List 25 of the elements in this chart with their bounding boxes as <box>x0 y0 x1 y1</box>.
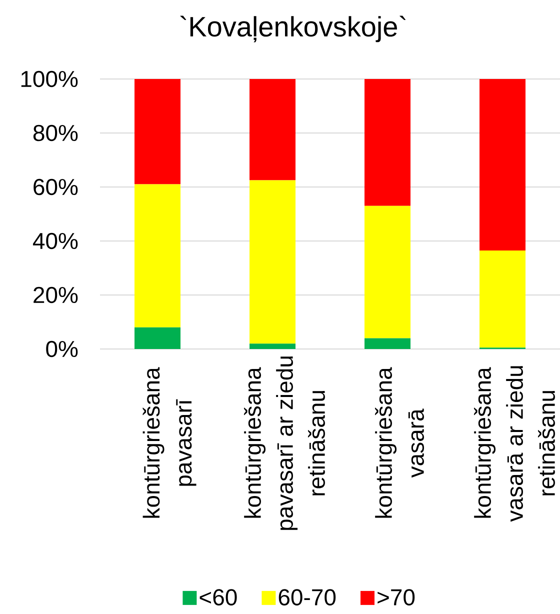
bar <box>364 338 411 349</box>
y-tick-label: 80% <box>33 124 78 142</box>
bar <box>134 184 180 328</box>
legend-label: <60 <box>200 589 237 606</box>
legend-label: >70 <box>378 589 415 606</box>
bar <box>250 78 296 180</box>
x-tick-label: kontūrgriešana pavasarī <box>142 367 196 518</box>
bar <box>250 344 296 349</box>
y-tick-label: 20% <box>34 286 78 304</box>
x-tick-label: kontūrgriešana pavasarī ar ziedu retināšanu <box>244 356 325 530</box>
bar <box>364 206 411 338</box>
y-tick-label: 60% <box>34 178 78 196</box>
y-tick-label: 40% <box>32 232 78 250</box>
y-tick-label: 100% <box>21 70 78 88</box>
bar <box>364 78 411 206</box>
x-tick-label: kontūrgriešana vasarā ar ziedu retināšanu <box>474 366 555 522</box>
bar <box>480 250 526 348</box>
bar <box>134 78 180 184</box>
chart-title: `Kovaļenkovskoje` <box>180 16 406 42</box>
bar <box>134 327 180 349</box>
legend-label: 60-70 <box>278 589 336 606</box>
y-tick-label: 0% <box>46 340 78 358</box>
x-tick-label: kontūrgriešana vasarā <box>375 367 424 518</box>
bar <box>250 180 296 344</box>
bar <box>480 78 526 250</box>
